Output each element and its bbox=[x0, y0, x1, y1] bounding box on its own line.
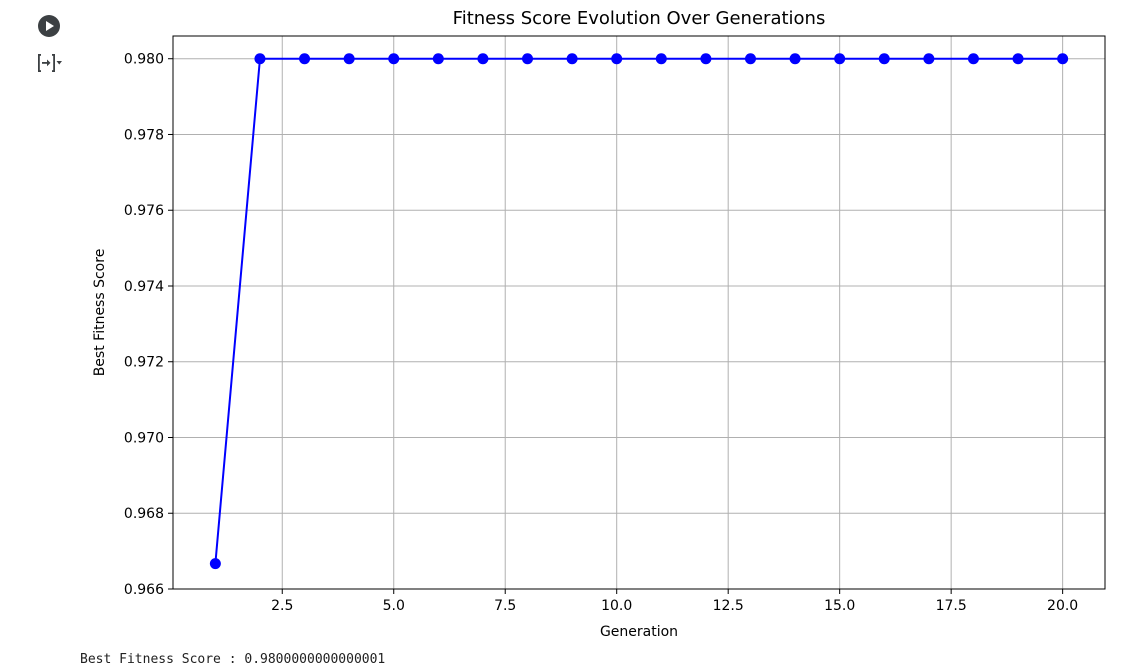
x-tick-label: 15.0 bbox=[824, 598, 855, 614]
cell-gutter bbox=[0, 0, 80, 672]
y-tick-label: 0.974 bbox=[124, 279, 164, 295]
data-point bbox=[700, 53, 712, 65]
stdout-value: 0.9800000000000001 bbox=[244, 652, 386, 667]
y-axis-label: Best Fitness Score bbox=[92, 249, 108, 377]
data-point bbox=[254, 53, 266, 65]
y-tick-label: 0.970 bbox=[124, 430, 164, 446]
x-tick-label: 20.0 bbox=[1047, 598, 1078, 614]
y-axis-ticks: 0.966 0.968 0.970 0.972 0.974 0.976 0.978 0.980 bbox=[124, 52, 173, 598]
cell-output: 2.5 5.0 7.5 10.0 12.5 15.0 17.5 20.0 0.966 0.968… bbox=[80, 0, 1144, 672]
x-tick-label: 12.5 bbox=[713, 598, 744, 614]
play-circle-icon[interactable] bbox=[38, 15, 60, 37]
chart-title: Fitness Score Evolution Over Generations bbox=[453, 8, 826, 29]
output-collapse-svg bbox=[38, 54, 62, 72]
series-markers bbox=[209, 53, 1069, 570]
x-axis-ticks: 2.5 5.0 7.5 10.0 12.5 15.0 17.5 20.0 bbox=[271, 589, 1078, 614]
x-tick-label: 7.5 bbox=[494, 598, 516, 614]
series-line-layer bbox=[214, 57, 1063, 564]
data-point bbox=[834, 53, 846, 65]
data-point bbox=[611, 53, 623, 65]
y-tick-label: 0.976 bbox=[124, 203, 164, 219]
data-point bbox=[432, 53, 444, 65]
data-point bbox=[343, 53, 355, 65]
plot-frame bbox=[172, 35, 1106, 590]
data-point bbox=[566, 53, 578, 65]
fitness-chart: 2.5 5.0 7.5 10.0 12.5 15.0 17.5 20.0 0.966 0.968… bbox=[92, 8, 1106, 640]
data-point bbox=[923, 53, 935, 65]
series-line bbox=[214, 57, 1063, 564]
y-tick-label: 0.968 bbox=[124, 506, 164, 522]
data-point bbox=[655, 53, 667, 65]
y-tick-label: 0.966 bbox=[124, 582, 164, 598]
x-tick-label: 2.5 bbox=[271, 598, 293, 614]
output-collapse-icon[interactable] bbox=[36, 52, 64, 74]
y-tick-label: 0.978 bbox=[124, 127, 164, 143]
grid bbox=[173, 36, 1105, 590]
data-point bbox=[522, 53, 534, 65]
y-tick-label: 0.972 bbox=[124, 355, 164, 371]
play-icon bbox=[46, 21, 54, 31]
data-point bbox=[789, 53, 801, 65]
data-point bbox=[209, 558, 221, 570]
data-point bbox=[388, 53, 400, 65]
data-point bbox=[744, 53, 756, 65]
data-point bbox=[1057, 53, 1069, 65]
data-point bbox=[477, 53, 489, 65]
stdout-line: Best Fitness Score : 0.9800000000000001 bbox=[80, 652, 385, 667]
data-point bbox=[299, 53, 311, 65]
data-point bbox=[967, 53, 979, 65]
x-tick-label: 17.5 bbox=[936, 598, 967, 614]
data-point bbox=[878, 53, 890, 65]
y-tick-label: 0.980 bbox=[124, 52, 164, 68]
stdout-label: Best Fitness Score : bbox=[80, 652, 245, 667]
x-tick-label: 10.0 bbox=[601, 598, 632, 614]
x-tick-label: 5.0 bbox=[383, 598, 405, 614]
data-point bbox=[1012, 53, 1024, 65]
x-axis-label: Generation bbox=[600, 624, 678, 640]
